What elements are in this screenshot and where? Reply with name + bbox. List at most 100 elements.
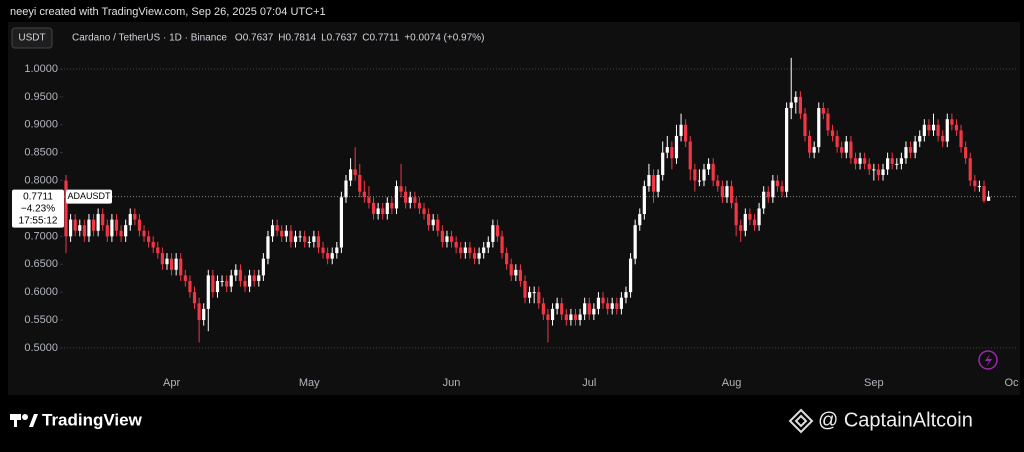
candle-body (179, 258, 183, 276)
candle-body (688, 141, 692, 170)
ohlc-label: C (362, 33, 369, 44)
candle-body (303, 236, 307, 242)
candle-body (794, 96, 798, 103)
ohlc-value: 0.7814 (286, 33, 317, 44)
candle-body (615, 303, 619, 309)
candle-body (348, 169, 353, 181)
candle-body (225, 280, 229, 287)
candle-body (876, 169, 881, 175)
y-tick-label: 0.9500 (24, 91, 58, 103)
candle-body (720, 186, 724, 198)
candle-body (518, 269, 523, 281)
plot: 0.50000.55000.60000.65000.70000.75000.80… (12, 57, 1019, 389)
candle-body (436, 219, 440, 231)
candle-body (339, 197, 343, 248)
symbol-tag-label: ADAUSDT (67, 191, 111, 201)
candle-body (716, 180, 720, 187)
candle-body (684, 124, 688, 142)
candle-body (156, 247, 160, 254)
candle-body (780, 186, 784, 192)
candle-body (78, 225, 82, 231)
y-tick-label: 0.8000 (24, 174, 58, 186)
candle-body (587, 303, 591, 315)
candle-body (335, 247, 339, 254)
candle-body (757, 208, 761, 226)
candle-body (927, 124, 931, 131)
candle-body (169, 258, 174, 270)
alert-icon[interactable] (978, 350, 998, 370)
candle-body (183, 275, 187, 281)
candle-body (734, 202, 738, 226)
candle-body (679, 124, 683, 136)
candle-body (399, 186, 403, 192)
candle-body (628, 258, 633, 293)
candle-body (583, 303, 587, 315)
ohlc-value: 0.7711 (370, 33, 400, 44)
candle-body (495, 225, 500, 237)
candle-body (596, 297, 601, 309)
candle-body (215, 280, 220, 293)
brand-logo (10, 414, 38, 427)
candle-body (895, 163, 899, 165)
candle-body (789, 102, 793, 109)
currency[interactable]: USDT (18, 33, 45, 44)
candle-body (394, 186, 399, 209)
candle-body (468, 247, 472, 254)
candle-body (137, 219, 142, 231)
symbol-tag (66, 189, 112, 204)
y-tick-label: 1.0000 (24, 63, 58, 75)
candle-body (206, 275, 210, 309)
ohlc-label: L (321, 33, 327, 44)
y-tick-label: 0.6500 (24, 258, 58, 270)
alert-bolt (985, 354, 992, 367)
candle-body (110, 219, 114, 237)
price-tag (12, 189, 64, 228)
candle-body (785, 108, 789, 192)
candle-body (693, 169, 697, 181)
candle-body (105, 225, 109, 237)
candle-body (261, 258, 265, 276)
y-tick-label: 0.5000 (24, 342, 58, 354)
candle-body (174, 258, 178, 270)
candle-body (87, 219, 91, 237)
candle-body (459, 247, 463, 254)
x-tick-label: Jul (582, 377, 596, 389)
candle-body (257, 275, 261, 281)
candle-body (353, 169, 357, 175)
candle-body (160, 253, 164, 265)
ohlc-label: H (278, 33, 285, 44)
candle-body (238, 269, 243, 281)
candle-body (945, 119, 949, 142)
candle-body (546, 314, 550, 321)
candle-body (413, 197, 417, 203)
candle-body (64, 180, 68, 237)
candle-body (922, 124, 926, 136)
change: +0.0074 (+0.97%) (404, 33, 484, 44)
candle-body (803, 113, 807, 136)
candle-body (124, 225, 128, 237)
candle-body (381, 208, 385, 215)
candle-body (220, 280, 224, 282)
candle-body (762, 191, 766, 209)
candle-body (408, 197, 412, 203)
candle-body (711, 163, 715, 181)
candle-body (766, 191, 770, 198)
ohlc-value: 0.7637 (243, 33, 274, 44)
candle-body (656, 174, 660, 192)
candle-body (248, 275, 252, 287)
candle-body (280, 230, 284, 237)
candle-body (91, 219, 96, 231)
candle-body (807, 135, 812, 153)
currency-box[interactable] (11, 27, 53, 49)
candle-body (289, 230, 293, 242)
candle-body (610, 303, 614, 309)
watermark-logo (788, 408, 814, 434)
candle-body (798, 96, 802, 114)
candle-body (881, 169, 885, 175)
candle-body (362, 191, 366, 198)
candle-body (537, 292, 541, 304)
candle-body (775, 180, 780, 187)
candle-body (606, 303, 610, 309)
candle-body (266, 236, 270, 259)
